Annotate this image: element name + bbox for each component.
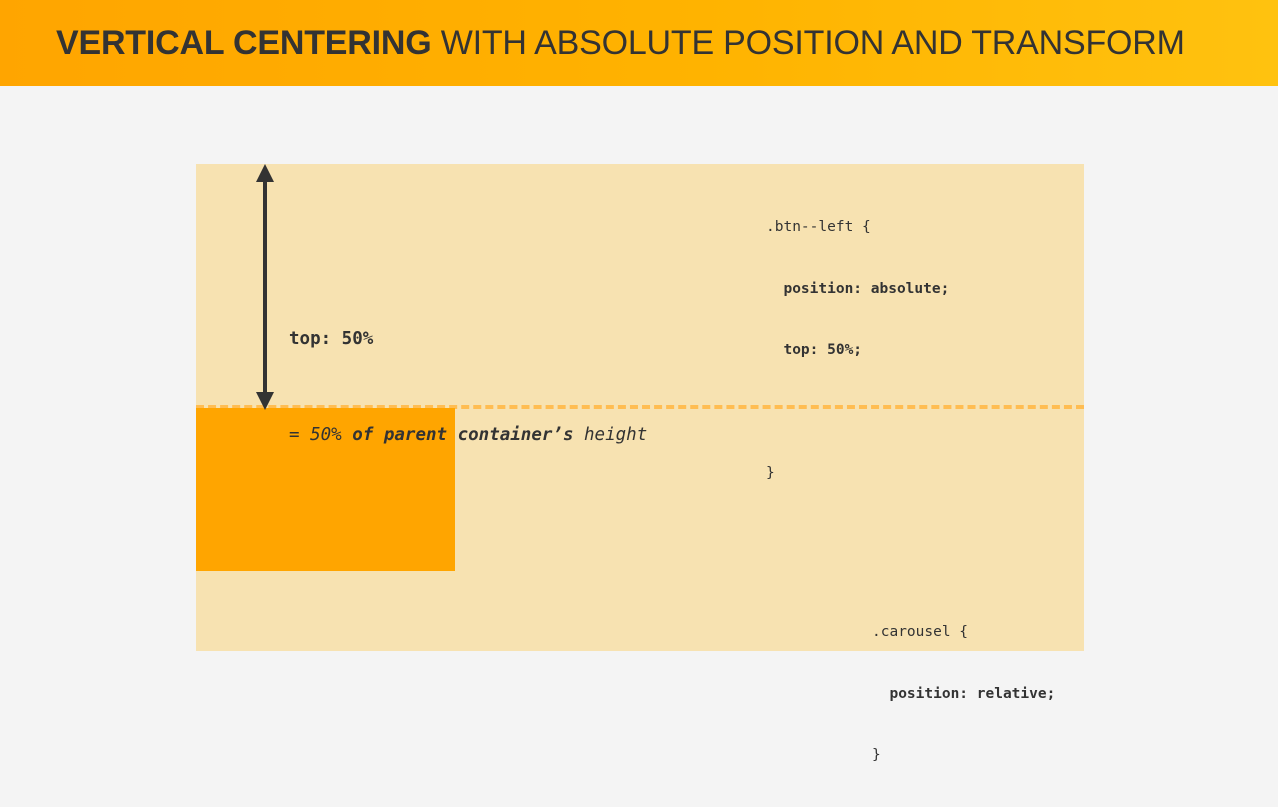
top-50-explanation: top: 50% = 50% of parent container’s hei… <box>289 259 647 515</box>
code-btn-top: top: 50%; <box>766 342 863 358</box>
slide-title: VERTICAL CENTERING WITH ABSOLUTE POSITIO… <box>56 21 1185 65</box>
btn-left-box <box>196 408 455 571</box>
code-carousel-position: position: relative; <box>872 685 1056 702</box>
code-btn-selector: .btn--left { <box>766 219 871 235</box>
slide-title-rest: WITH ABSOLUTE POSITION AND TRANSFORM <box>431 24 1185 62</box>
btn-left-css-code: .btn--left { position: absolute; top: 50… <box>766 176 949 525</box>
code-carousel-selector: .carousel { <box>872 624 969 640</box>
code-btn-blank <box>766 402 949 423</box>
double-arrow-icon <box>256 164 274 410</box>
fifty-percent-guide-line <box>196 405 1084 409</box>
carousel-css-code: .carousel { position: relative; } <box>872 581 1055 807</box>
note-percent: 50% <box>310 425 342 445</box>
code-btn-position: position: absolute; <box>766 280 950 297</box>
note-parent-container: of parent container’s <box>341 425 574 445</box>
code-btn-close: } <box>766 465 775 481</box>
note-height: height <box>573 425 648 445</box>
note-equals: = <box>289 425 311 445</box>
code-carousel-close: } <box>872 747 881 763</box>
note-line-height: = 50% of parent container’s height <box>289 419 647 451</box>
slide-title-bold: VERTICAL CENTERING <box>56 24 432 62</box>
title-banner: VERTICAL CENTERING WITH ABSOLUTE POSITIO… <box>0 0 1278 86</box>
parent-container-carousel: top: 50% = 50% of parent container’s hei… <box>196 164 1084 763</box>
note-line-top: top: 50% <box>289 329 374 349</box>
